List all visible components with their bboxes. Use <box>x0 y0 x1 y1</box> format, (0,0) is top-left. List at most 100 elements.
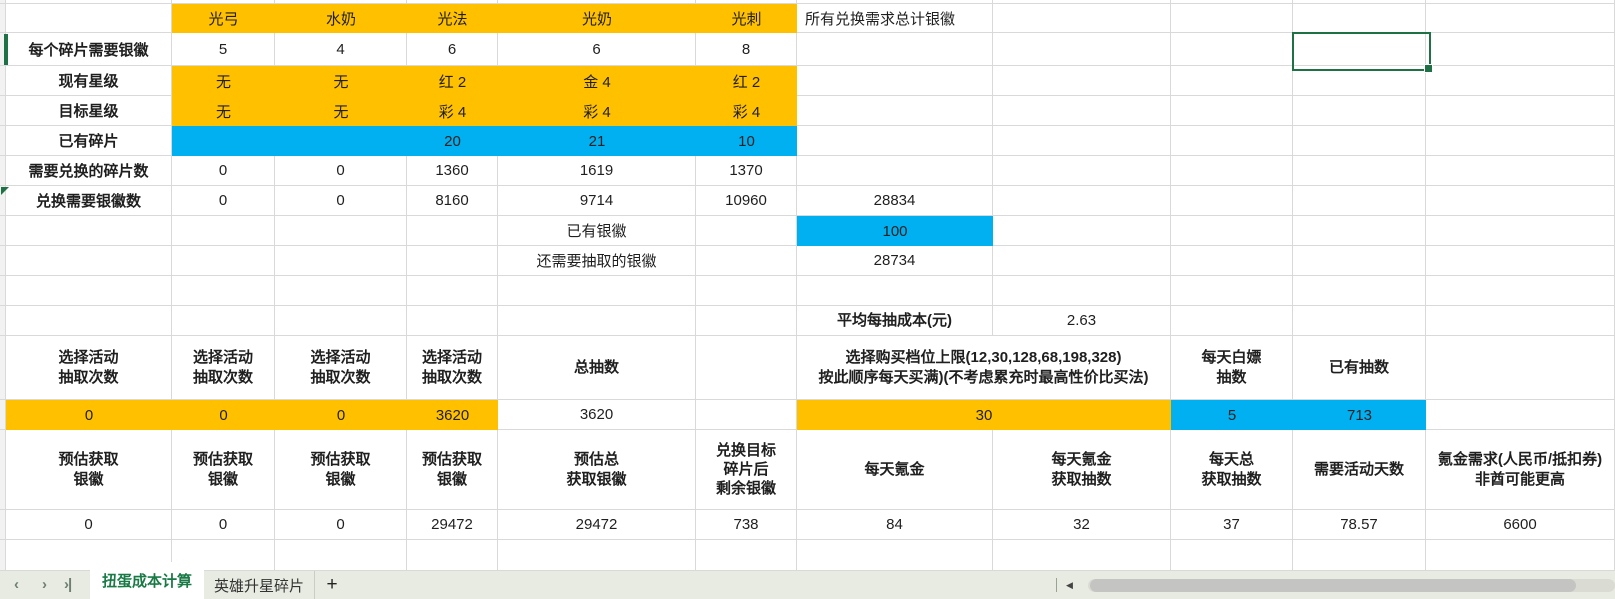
cell-value[interactable]: 10960 <box>696 186 797 216</box>
column-header[interactable]: 预估获取 银徽 <box>6 430 172 510</box>
cell[interactable] <box>1293 246 1426 276</box>
cell[interactable] <box>1171 4 1293 33</box>
tab-nav-next-icon[interactable]: › <box>42 576 47 593</box>
scrollbar-thumb[interactable] <box>1090 579 1576 592</box>
column-header[interactable]: 兑换目标 碎片后 剩余银徽 <box>696 430 797 510</box>
cell[interactable] <box>1293 0 1426 4</box>
hero-column-header[interactable]: 光弓 <box>172 4 275 33</box>
cell-value[interactable]: 无 <box>275 96 407 126</box>
cell-value[interactable]: 0 <box>275 186 407 216</box>
cell-value[interactable]: 29472 <box>407 510 498 540</box>
tab-nav-prev-icon[interactable]: ‹ <box>14 576 19 593</box>
hero-column-header[interactable]: 光刺 <box>696 4 797 33</box>
total-header[interactable]: 所有兑换需求总计银徽 <box>797 4 993 33</box>
cell-value[interactable]: 彩 4 <box>407 96 498 126</box>
selected-cell[interactable] <box>1292 32 1433 73</box>
cell[interactable] <box>1293 276 1426 306</box>
cell[interactable] <box>1426 33 1615 66</box>
column-header[interactable]: 选择购买档位上限(12,30,128,68,198,328) 按此顺序每天买满)… <box>797 336 1171 400</box>
cell[interactable] <box>797 96 993 126</box>
cell[interactable] <box>1293 126 1426 156</box>
cell[interactable] <box>407 0 498 4</box>
column-header[interactable]: 预估获取 银徽 <box>172 430 275 510</box>
cell[interactable] <box>1293 96 1426 126</box>
column-header[interactable]: 已有抽数 <box>1293 336 1426 400</box>
column-header[interactable]: 氪金需求(人民币/抵扣券) 非酋可能更高 <box>1426 430 1615 510</box>
cell[interactable] <box>993 0 1171 4</box>
row-label[interactable]: 需要兑换的碎片数 <box>6 156 172 186</box>
row-label[interactable]: 还需要抽取的银徽 <box>498 246 696 276</box>
cell-value[interactable]: 0 <box>172 186 275 216</box>
cell[interactable] <box>993 33 1171 66</box>
column-header[interactable]: 每天氪金 <box>797 430 993 510</box>
row-label[interactable]: 目标星级 <box>6 96 172 126</box>
cell-value[interactable]: 713 <box>1293 400 1426 430</box>
tab-gacha-cost-calc[interactable]: 扭蛋成本计算 <box>90 562 204 599</box>
cell[interactable] <box>1426 4 1615 33</box>
cell[interactable] <box>797 0 993 4</box>
cell[interactable] <box>407 306 498 336</box>
cell-value[interactable]: 0 <box>172 400 275 430</box>
cell[interactable] <box>993 540 1171 571</box>
column-header[interactable]: 选择活动 抽取次数 <box>172 336 275 400</box>
cell[interactable] <box>797 276 993 306</box>
cell-value[interactable]: 0 <box>6 510 172 540</box>
cell[interactable] <box>172 216 275 246</box>
cell[interactable] <box>6 0 172 4</box>
cell-value[interactable]: 738 <box>696 510 797 540</box>
cell[interactable] <box>993 156 1171 186</box>
cell[interactable] <box>498 306 696 336</box>
cell[interactable] <box>1171 96 1293 126</box>
cell[interactable] <box>696 246 797 276</box>
cell[interactable] <box>1171 246 1293 276</box>
cell[interactable] <box>1426 246 1615 276</box>
cell[interactable] <box>172 246 275 276</box>
row-label[interactable]: 已有碎片 <box>6 126 172 156</box>
cell[interactable] <box>993 246 1171 276</box>
cell[interactable] <box>275 0 407 4</box>
cell[interactable] <box>696 276 797 306</box>
cell-value[interactable]: 彩 4 <box>498 96 696 126</box>
cell-value[interactable]: 29472 <box>498 510 696 540</box>
cell-value[interactable]: 5 <box>1171 400 1293 430</box>
cell-value[interactable]: 1360 <box>407 156 498 186</box>
hero-column-header[interactable]: 光法 <box>407 4 498 33</box>
cell-value[interactable] <box>275 126 407 156</box>
column-header[interactable]: 每天总 获取抽数 <box>1171 430 1293 510</box>
column-header[interactable]: 每天白嫖 抽数 <box>1171 336 1293 400</box>
cell-value[interactable]: 6 <box>407 33 498 66</box>
cell[interactable] <box>6 276 172 306</box>
cell[interactable] <box>1293 186 1426 216</box>
cell-value[interactable]: 84 <box>797 510 993 540</box>
row-label[interactable]: 平均每抽成本(元) <box>797 306 993 336</box>
column-header[interactable]: 预估获取 银徽 <box>275 430 407 510</box>
cell[interactable] <box>1293 33 1426 66</box>
cell[interactable] <box>172 306 275 336</box>
cell-value[interactable]: 6 <box>498 33 696 66</box>
cell[interactable] <box>498 540 696 571</box>
cell-value[interactable]: 28834 <box>797 186 993 216</box>
add-sheet-button[interactable]: + <box>326 574 338 595</box>
cell-value[interactable] <box>172 126 275 156</box>
tab-nav-last-icon[interactable]: ›| <box>64 576 72 593</box>
cell[interactable] <box>6 216 172 246</box>
cell-value[interactable]: 2.63 <box>993 306 1171 336</box>
horizontal-scrollbar[interactable] <box>1088 579 1615 592</box>
cell-value[interactable]: 20 <box>407 126 498 156</box>
hero-column-header[interactable]: 水奶 <box>275 4 407 33</box>
cell[interactable] <box>993 216 1171 246</box>
column-header[interactable]: 总抽数 <box>498 336 696 400</box>
cell[interactable] <box>1426 96 1615 126</box>
cell[interactable] <box>1171 216 1293 246</box>
cell[interactable] <box>275 306 407 336</box>
cell[interactable] <box>1171 186 1293 216</box>
cell[interactable] <box>1171 66 1293 96</box>
cell[interactable] <box>797 126 993 156</box>
cell[interactable] <box>172 276 275 306</box>
cell[interactable] <box>1293 156 1426 186</box>
column-header[interactable]: 选择活动 抽取次数 <box>275 336 407 400</box>
column-header[interactable]: 每天氪金 获取抽数 <box>993 430 1171 510</box>
cell[interactable] <box>1171 306 1293 336</box>
cell[interactable] <box>1426 66 1615 96</box>
cell[interactable] <box>172 0 275 4</box>
